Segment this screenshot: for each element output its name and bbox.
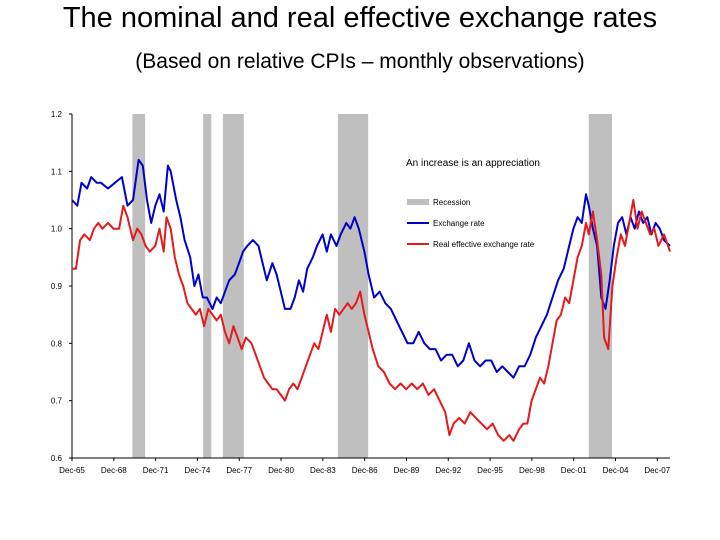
y-tick-label: 0.8 bbox=[51, 339, 63, 348]
recession-band-3 bbox=[222, 114, 244, 458]
y-tick-label: 1.0 bbox=[51, 225, 63, 234]
exchange-rate-line bbox=[71, 158, 671, 379]
appreciation-annotation: An increase is an appreciation bbox=[406, 158, 540, 169]
y-tick-label: 0.6 bbox=[51, 454, 63, 463]
page-subtitle: (Based on relative CPIs – monthly observ… bbox=[135, 50, 585, 73]
x-tick-label: Dec-80 bbox=[268, 466, 294, 475]
recession-band-2 bbox=[203, 114, 212, 458]
x-tick-label: Dec-89 bbox=[394, 466, 420, 475]
legend-swatch-recession bbox=[407, 199, 429, 205]
y-tick-label: 1.1 bbox=[51, 167, 63, 176]
real-effective-exchange-rate-line bbox=[72, 199, 671, 442]
recession-bands bbox=[132, 114, 613, 458]
legend-label: Real effective exchange rate bbox=[433, 240, 535, 249]
chart-legend: Recession Exchange rate Real effective exc… bbox=[407, 198, 535, 249]
x-tick-label: Dec-71 bbox=[143, 466, 169, 475]
x-tick-label: Dec-95 bbox=[477, 466, 503, 475]
x-tick-label: Dec-98 bbox=[519, 466, 545, 475]
legend-label: Recession bbox=[433, 198, 470, 207]
x-tick-label: Dec-01 bbox=[561, 466, 587, 475]
x-tick-label: Dec-86 bbox=[352, 466, 378, 475]
recession-band-4 bbox=[337, 114, 369, 458]
recession-band-1 bbox=[132, 114, 146, 458]
x-tick-label: Dec-77 bbox=[226, 466, 252, 475]
x-tick-label: Dec-92 bbox=[435, 466, 461, 475]
x-tick-label: Dec-65 bbox=[59, 466, 85, 475]
x-tick-label: Dec-83 bbox=[310, 466, 336, 475]
x-tick-label: Dec-04 bbox=[603, 466, 629, 475]
legend-label: Exchange rate bbox=[433, 219, 485, 228]
x-tick-label: Dec-74 bbox=[185, 466, 211, 475]
y-tick-label: 1.2 bbox=[51, 110, 63, 119]
x-tick-label: Dec-68 bbox=[101, 466, 127, 475]
y-tick-label: 0.9 bbox=[51, 282, 63, 291]
page-title: The nominal and real effective exchange … bbox=[62, 2, 658, 34]
x-tick-label: Dec-07 bbox=[644, 466, 670, 475]
y-tick-label: 0.7 bbox=[51, 397, 63, 406]
chart-axes: 0.6 0.7 0.8 0.9 1.0 1.1 1.2 Dec-65 Dec-68 Dec-71 D… bbox=[51, 110, 671, 475]
series-lines bbox=[71, 158, 671, 442]
